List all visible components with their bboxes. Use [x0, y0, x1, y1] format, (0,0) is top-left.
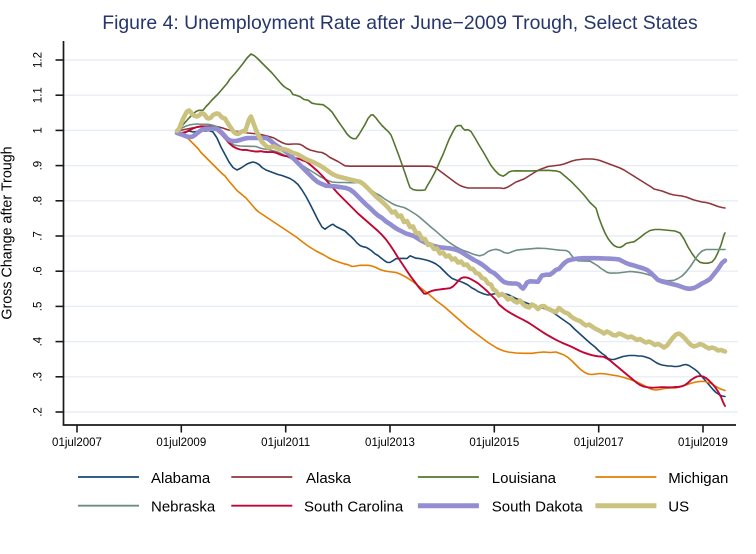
svg-text:.3: .3 [33, 372, 45, 382]
svg-text:01jul2019: 01jul2019 [678, 437, 728, 449]
svg-text:.9: .9 [33, 161, 45, 171]
svg-text:01jul2013: 01jul2013 [365, 437, 415, 449]
svg-text:01jul2017: 01jul2017 [574, 437, 624, 449]
svg-text:Figure 4: Unemployment Rate af: Figure 4: Unemployment Rate after June−2… [102, 12, 698, 34]
svg-text:1: 1 [33, 127, 45, 133]
svg-text:01jul2015: 01jul2015 [469, 437, 519, 449]
svg-text:Gross Change after Trough: Gross Change after Trough [0, 146, 16, 319]
svg-text:.2: .2 [33, 407, 45, 417]
svg-text:South Carolina: South Carolina [304, 499, 404, 516]
svg-text:US: US [668, 499, 689, 516]
svg-text:.7: .7 [33, 231, 45, 241]
svg-text:.6: .6 [33, 266, 45, 276]
svg-text:01jul2009: 01jul2009 [156, 437, 206, 449]
svg-text:.8: .8 [33, 196, 45, 206]
svg-text:Nebraska: Nebraska [151, 499, 216, 516]
svg-text:Alaska: Alaska [306, 470, 352, 487]
svg-text:Louisiana: Louisiana [492, 470, 557, 487]
svg-text:.5: .5 [33, 302, 45, 312]
svg-text:1.2: 1.2 [33, 52, 45, 68]
svg-text:01jul2007: 01jul2007 [52, 437, 102, 449]
svg-text:.4: .4 [33, 336, 45, 346]
svg-text:1.1: 1.1 [33, 87, 45, 103]
svg-text:01jul2011: 01jul2011 [261, 437, 310, 449]
svg-text:Alabama: Alabama [151, 470, 211, 487]
svg-text:Michigan: Michigan [668, 470, 728, 487]
svg-text:South Dakota: South Dakota [492, 499, 584, 516]
